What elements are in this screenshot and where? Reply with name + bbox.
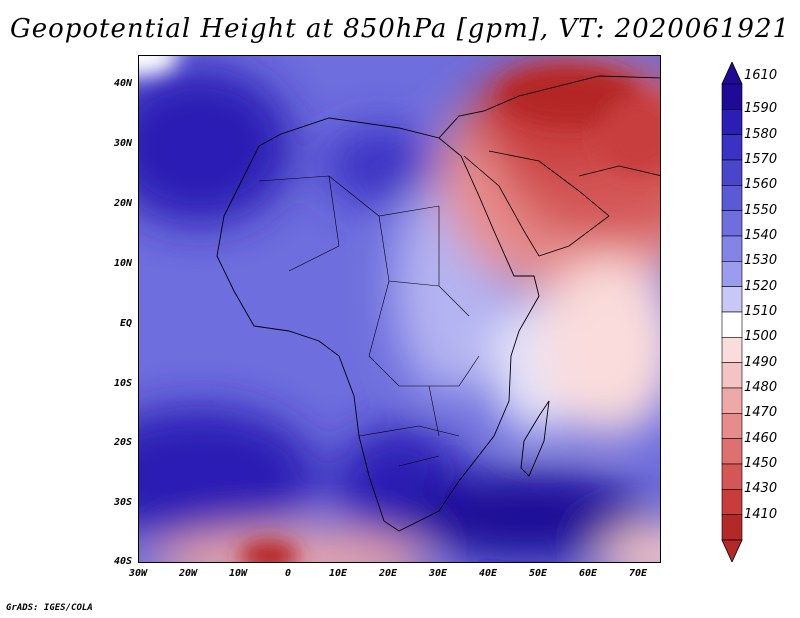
colorbar-swatches [721,61,743,563]
lat-label-10n: 10N [113,258,132,269]
lon-label-0: 0 [284,568,292,579]
geopotential-map [139,56,660,562]
colorbar-level-label: 1510 [744,304,778,319]
grads-credit: GrADS: IGES/COLA [6,603,93,613]
lon-label-70e: 70E [628,568,648,579]
colorbar-swatch [721,134,743,161]
colorbar-level-label: 1570 [744,152,778,167]
colorbar-swatch [721,210,743,237]
lon-label-20e: 20E [378,568,398,579]
colorbar-level-label: 1460 [744,430,778,446]
lon-label-30w: 30W [128,568,148,579]
eurasia-coastline [438,75,660,139]
lon-label-60e: 60E [578,568,598,579]
persian-coast [578,165,660,177]
colorbar-bottom-arrow [721,539,743,563]
country-borders [258,175,480,387]
lon-label-10w: 10W [228,568,248,579]
colorbar-level-label: 1470 [744,405,778,421]
colorbar-swatch [721,159,743,186]
colorbar-level-label: 1590 [744,101,778,117]
colorbar-level-label: 1610 [744,68,778,83]
lat-label-30s: 30S [113,497,132,508]
colorbar-level-label: 1450 [744,456,778,471]
arabia-coastline [488,150,610,257]
colorbar-level-label: 1580 [744,126,778,142]
colorbar-swatch [721,185,743,211]
colorbar-swatch [721,109,743,135]
lat-label-eq: EQ [119,318,132,329]
colorbar-level-label: 1530 [744,253,778,269]
lon-label-20w: 20W [178,568,198,579]
lat-label-10s: 10S [113,378,132,389]
colorbar-swatch [721,311,743,338]
red-sea-coast [463,155,540,257]
lat-label-40n: 40N [113,78,132,89]
southern-borders [358,385,460,467]
madagascar-coastline [520,400,550,477]
colorbar-swatch [721,337,743,363]
colorbar-swatch [721,489,743,515]
colorbar-level-label: 1490 [744,354,778,370]
colorbar-swatch [721,235,743,262]
colorbar-swatch [721,286,743,313]
lon-label-10e: 10E [328,568,348,579]
colorbar-top-arrow [721,61,743,85]
colorbar-level-label: 1560 [744,177,778,193]
lon-label-40e: 40E [478,568,498,579]
colorbar-level-label: 1480 [744,380,778,395]
height-field [139,56,660,562]
colorbar-swatch [721,413,743,439]
lat-label-30n: 30N [113,138,132,149]
colorbar-swatch [721,438,743,465]
africa-coastline [216,117,540,532]
map-title: Geopotential Height at 850hPa [gpm], VT:… [9,14,791,44]
colorbar-swatch [721,463,743,490]
colorbar-swatch [721,387,743,414]
lat-label-20s: 20S [113,437,132,448]
colorbar-swatch [721,362,743,389]
lat-label-20n: 20N [113,198,132,209]
colorbar-level-label: 1410 [744,506,778,522]
colorbar-level-label: 1520 [744,278,778,294]
map-plot-area [138,55,661,563]
colorbar-level-label: 1500 [744,329,778,345]
colorbar-level-label: 1540 [744,228,778,243]
lon-label-50e: 50E [528,568,548,579]
colorbar-swatch [721,514,743,541]
lon-label-30e: 30E [428,568,448,579]
height-field-detail [139,56,660,562]
colorbar-level-label: 1430 [744,481,778,497]
lat-label-40s: 40S [113,556,132,567]
colorbar-level-label: 1550 [744,202,778,218]
colorbar: 1610 1590 1580 1570 1560 1550 1540 1530 1520 1510… [720,61,800,563]
colorbar-swatch [721,83,743,110]
colorbar-swatch [721,261,743,287]
